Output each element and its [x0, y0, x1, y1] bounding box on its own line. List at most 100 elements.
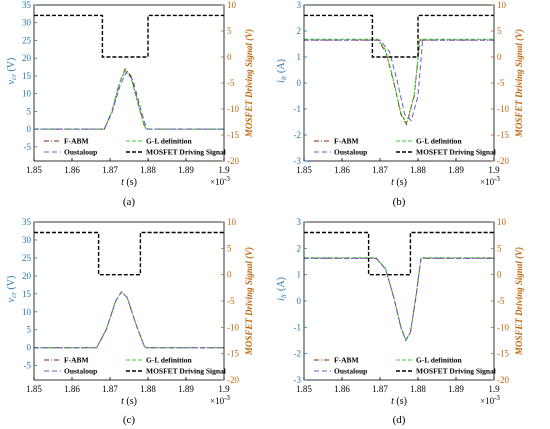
y2-tick-label: -10: [497, 322, 509, 332]
y-tick-label: -1: [294, 104, 302, 114]
y2-axis-label: MOSFET Driving Signal (V): [514, 247, 524, 356]
series-line: [304, 257, 494, 342]
y2-tick-label: 0: [497, 52, 502, 62]
y-label-sub: cr: [10, 292, 18, 298]
y-tick-label: 5: [27, 325, 32, 335]
y-label-unit: (A): [276, 277, 287, 293]
y-tick-label: 25: [22, 35, 32, 45]
x-tick-label: 1.9: [218, 384, 230, 394]
y-tick-label: 15: [22, 71, 32, 81]
x-tick-label: 1.86: [64, 165, 80, 175]
x-exponent-base: ×10: [210, 396, 225, 406]
chart-panel-c: 1.85 1.86 1.87 1.88 1.89 1.9 -5 0 5 10 15 20 25 30 35 -…: [6, 217, 254, 426]
legend-label: F-ABM: [64, 356, 89, 365]
legend: F-ABM G-L definition Oustaloup MOSFET Drivi…: [44, 356, 226, 376]
y2-tick-label: -20: [227, 375, 239, 385]
y-label-sub: cr: [10, 74, 18, 80]
y-label-var: i: [276, 80, 287, 83]
y-tick-label: 30: [22, 235, 32, 245]
x-exponent: ×10-3: [210, 175, 230, 187]
y-tick-label: 2: [297, 26, 302, 36]
y-tick-label: -3: [294, 375, 302, 385]
y2-tick-label: 10: [497, 217, 507, 227]
series-line: [304, 257, 494, 342]
series-line: [34, 69, 224, 130]
series-line: [304, 39, 494, 126]
y-tick-label: -3: [294, 156, 302, 166]
x-tick-label: 1.86: [334, 384, 350, 394]
legend-label: G-L definition: [146, 356, 192, 365]
plot-frame: [303, 4, 495, 162]
series-line: [34, 67, 224, 130]
plot-frame: [33, 4, 225, 162]
x-tick-label: 1.86: [64, 384, 80, 394]
y2-tick-label: -5: [497, 78, 505, 88]
y2-tick-label: -15: [497, 349, 509, 359]
series-line: [34, 71, 224, 130]
x-exponent-base: ×10: [480, 177, 495, 187]
x-tick-label: 1.88: [410, 165, 426, 175]
y2-axis-label: MOSFET Driving Signal (V): [244, 247, 254, 356]
y-tick-label: 3: [297, 0, 302, 10]
y2-tick-label: -10: [227, 104, 239, 114]
chart-panel-b: 1.85 1.86 1.87 1.88 1.89 1.9-3-2-10123-20-15-…: [276, 0, 524, 208]
legend-label: MOSFET Driving Signal: [416, 367, 496, 376]
y2-tick-label: -10: [227, 322, 239, 332]
legend-label: MOSFET Driving Signal: [146, 148, 226, 157]
y2-tick-label: -15: [227, 349, 239, 359]
y-tick-label: 2: [297, 243, 302, 253]
y2-tick-label: 5: [497, 26, 502, 36]
y-tick-label: 10: [22, 89, 32, 99]
x-label-var: t: [121, 396, 124, 407]
y-label-var: i: [276, 298, 287, 301]
series-line: [34, 291, 224, 349]
x-tick-label: 1.89: [178, 384, 194, 394]
chart-panel-a: 1.85 1.86 1.87 1.88 1.89 1.9 -5 0 5 10 15 20 25 30 35 -…: [6, 0, 254, 208]
y-tick-label: 3: [297, 217, 302, 227]
legend: F-ABM G-L definition Oustaloup MOSFET Drivi…: [44, 137, 226, 157]
legend-label: G-L definition: [416, 137, 462, 146]
series-line: [304, 231, 494, 276]
y-tick-label: 15: [22, 289, 32, 299]
panel-label: (c): [123, 414, 136, 426]
x-tick-label: 1.9: [488, 384, 500, 394]
legend-label: G-L definition: [146, 137, 192, 146]
x-axis-label: t (s): [391, 177, 407, 188]
legend-label: F-ABM: [334, 356, 359, 365]
x-label-unit: (s): [394, 396, 407, 407]
legend-label: Oustaloup: [334, 367, 367, 376]
x-tick-label: 1.88: [140, 165, 156, 175]
x-exponent: ×10-3: [480, 175, 500, 187]
y-tick-label: 10: [22, 307, 32, 317]
y-tick-label: 25: [22, 253, 32, 263]
y2-tick-label: -20: [497, 375, 509, 385]
y-tick-label: -1: [294, 322, 302, 332]
y-label-unit: (A): [276, 59, 287, 75]
x-tick-label: 1.88: [410, 384, 426, 394]
panel-label: (b): [393, 196, 406, 208]
y-tick-label: 5: [27, 106, 32, 116]
x-axis-label: t (s): [121, 177, 137, 188]
y-label-var: v: [6, 297, 17, 302]
x-tick-label: 1.87: [372, 165, 388, 175]
y2-tick-label: 5: [227, 243, 232, 253]
series-line: [304, 14, 494, 58]
x-tick-label: 1.86: [334, 165, 350, 175]
x-axis-label: t (s): [391, 396, 407, 407]
legend-label: MOSFET Driving Signal: [416, 148, 496, 157]
y2-tick-label: 10: [227, 217, 237, 227]
legend-label: Oustaloup: [64, 367, 97, 376]
chart-panel-d: 1.85 1.86 1.87 1.88 1.89 1.9-3-2-10123-20-15-…: [276, 217, 524, 426]
y-tick-label: 30: [22, 18, 32, 28]
y2-tick-label: 10: [497, 0, 507, 10]
panel-label: (a): [123, 196, 136, 208]
y2-tick-label: 5: [497, 243, 502, 253]
x-label-unit: (s): [394, 177, 407, 188]
x-tick-label: 1.9: [218, 165, 230, 175]
x-tick-label: 1.89: [178, 165, 194, 175]
x-tick-label: 1.85: [26, 384, 42, 394]
x-tick-label: 1.85: [26, 165, 42, 175]
x-tick-label: 1.87: [372, 384, 388, 394]
plot-frame: [303, 221, 495, 381]
y-axis-label: vcr (V): [6, 58, 18, 85]
